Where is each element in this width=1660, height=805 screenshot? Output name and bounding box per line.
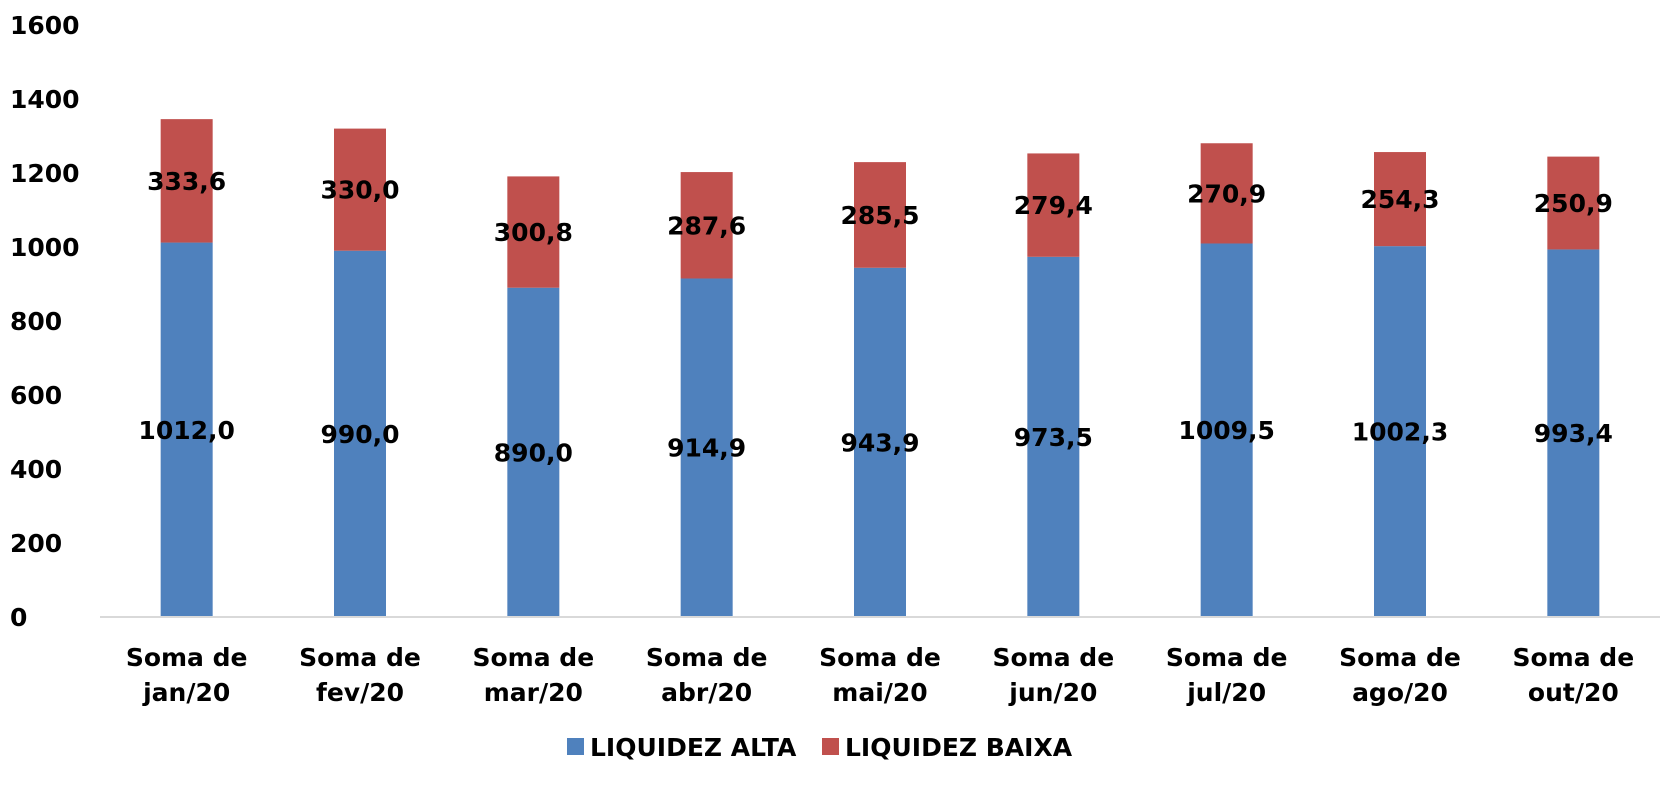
x-tick-label: Soma de: [646, 643, 768, 672]
bar-liquidez-alta: [507, 287, 560, 617]
legend-swatch: [822, 738, 839, 755]
data-label: 254,3: [1360, 185, 1439, 214]
bar-liquidez-baixa: [854, 162, 906, 268]
bar-liquidez-alta: [1200, 243, 1253, 618]
bar-liquidez-baixa: [1200, 143, 1253, 244]
data-label: 890,0: [494, 438, 573, 467]
legend: LIQUIDEZ ALTA LIQUIDEZ BAIXA: [567, 733, 1073, 762]
x-tick-label: Soma de: [1166, 643, 1288, 672]
bar-liquidez-baixa: [1374, 152, 1426, 247]
data-label: 1009,5: [1178, 416, 1274, 445]
bar-liquidez-baixa: [1547, 156, 1600, 250]
legend-label: LIQUIDEZ ALTA: [590, 733, 797, 762]
data-label: 300,8: [494, 218, 573, 247]
y-tick-label: 1000: [10, 233, 80, 262]
data-label: 1012,0: [138, 416, 234, 445]
x-tick-label: Soma de: [993, 643, 1115, 672]
x-tick-label: out/20: [1528, 678, 1619, 707]
x-tick-label: mai/20: [832, 678, 927, 707]
bar-liquidez-baixa: [680, 172, 733, 279]
bar-liquidez-baixa: [507, 176, 560, 288]
data-label: 1002,3: [1352, 418, 1448, 447]
legend-swatch: [567, 738, 584, 755]
data-label: 279,4: [1014, 191, 1093, 220]
x-tick-label: Soma de: [1513, 643, 1635, 672]
y-tick-label: 200: [10, 529, 62, 558]
x-axis: Soma de jan/20 Soma de fev/20 Soma de mar/20 S…: [126, 643, 1634, 707]
bar-liquidez-alta: [1374, 246, 1426, 618]
x-tick-label: abr/20: [661, 678, 752, 707]
x-tick-label: mar/20: [484, 678, 583, 707]
y-tick-label: 600: [10, 381, 62, 410]
data-label: 914,9: [667, 434, 746, 463]
bar-liquidez-alta: [160, 242, 213, 617]
data-label: 973,5: [1014, 423, 1093, 452]
x-tick-label: jun/20: [1008, 678, 1097, 707]
x-tick-label: Soma de: [1339, 643, 1461, 672]
y-tick-label: 400: [10, 455, 62, 484]
data-label: 250,9: [1534, 189, 1613, 218]
bar-liquidez-baixa: [160, 119, 213, 243]
x-tick-label: fev/20: [316, 678, 404, 707]
x-tick-label: jul/20: [1186, 678, 1266, 707]
y-tick-label: 1600: [10, 11, 80, 40]
y-tick-label: 800: [10, 307, 62, 336]
x-tick-label: Soma de: [299, 643, 421, 672]
y-tick-label: 1400: [10, 85, 80, 114]
x-tick-label: ago/20: [1352, 678, 1448, 707]
bar-liquidez-alta: [680, 278, 733, 617]
y-axis: 0 200 400 600 800 1000 1200 1400 1600: [10, 11, 80, 632]
data-label: 993,4: [1534, 419, 1613, 448]
data-label: 270,9: [1187, 179, 1266, 208]
bars: 1012,0 333,6 990,0 330,0 890,0 300,8 914,9 287,…: [138, 119, 1613, 618]
data-label: 285,5: [840, 201, 919, 230]
bar-liquidez-alta: [1547, 249, 1600, 617]
bar-liquidez-baixa: [1027, 153, 1080, 257]
data-label: 990,0: [320, 420, 399, 449]
data-label: 330,0: [320, 176, 399, 205]
y-tick-label: 1200: [10, 159, 80, 188]
x-tick-label: Soma de: [126, 643, 248, 672]
data-label: 287,6: [667, 211, 746, 240]
bar-liquidez-baixa: [334, 128, 386, 251]
data-label: 333,6: [147, 167, 226, 196]
y-tick-label: 0: [10, 603, 27, 632]
x-tick-label: Soma de: [473, 643, 595, 672]
legend-label: LIQUIDEZ BAIXA: [845, 733, 1073, 762]
bar-liquidez-alta: [1027, 256, 1080, 617]
data-label: 943,9: [840, 428, 919, 457]
x-tick-label: Soma de: [819, 643, 941, 672]
bar-liquidez-alta: [854, 267, 906, 617]
x-tick-label: jan/20: [142, 678, 230, 707]
bar-liquidez-alta: [334, 250, 386, 617]
